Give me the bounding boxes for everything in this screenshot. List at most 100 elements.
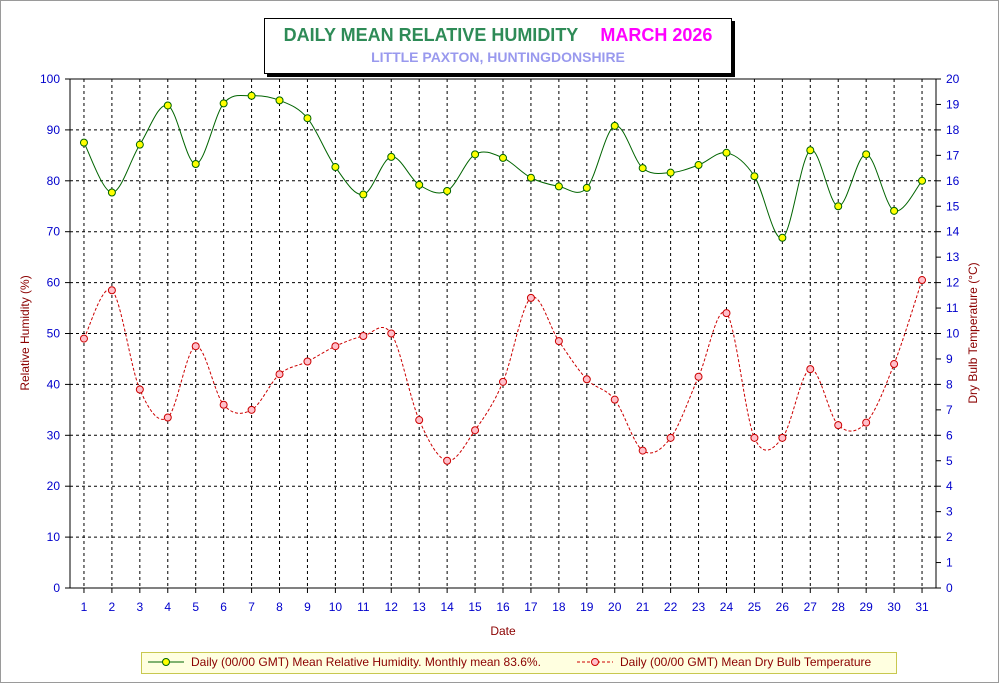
- humidity-point: [387, 152, 396, 161]
- x-tick-label: 1: [81, 600, 88, 614]
- y2-tick-label: 12: [946, 276, 960, 290]
- temperature-point: [275, 370, 284, 379]
- humidity-point: [443, 186, 452, 195]
- temperature-point: [778, 433, 787, 442]
- temperature-point: [415, 416, 424, 425]
- temperature-point: [331, 342, 340, 351]
- y2-tick-label: 7: [946, 403, 953, 417]
- temperature-point: [359, 332, 368, 341]
- temperature-point: [471, 426, 480, 435]
- y-tick-label: 80: [47, 174, 61, 188]
- y-tick-label: 50: [47, 327, 61, 341]
- y2-tick-label: 17: [946, 148, 960, 162]
- y2-tick-label: 0: [946, 581, 953, 595]
- x-tick-label: 4: [164, 600, 171, 614]
- y2-axis-label: Dry Bulb Temperature (°C): [966, 262, 980, 403]
- y-tick-label: 70: [47, 225, 61, 239]
- x-tick-label: 30: [887, 600, 901, 614]
- y2-tick-label: 18: [946, 123, 960, 137]
- legend-temperature-swatch: [577, 658, 613, 666]
- temperature-point: [163, 413, 172, 422]
- y-axis-label: Relative Humidity (%): [18, 275, 32, 390]
- y2-tick-label: 2: [946, 530, 953, 544]
- x-axis-ticks: 1 2 3 4 5 6 7 8 9 10 11 12 13 14 15 16 17 18 19 20 21 22 23 24 2…: [81, 588, 929, 614]
- temperature-point: [722, 309, 731, 318]
- temperature-point: [303, 357, 312, 366]
- humidity-point: [806, 146, 815, 155]
- temperature-point: [499, 377, 507, 386]
- x-tick-label: 21: [636, 600, 650, 614]
- temperature-point: [750, 433, 759, 442]
- temperature-point: [554, 337, 563, 346]
- temperature-point: [135, 385, 144, 394]
- x-tick-label: 31: [915, 600, 929, 614]
- y2-tick-label: 19: [946, 97, 960, 111]
- humidity-point: [415, 180, 424, 189]
- temperature-point: [107, 286, 116, 295]
- temperature-point: [806, 365, 815, 374]
- humidity-series: [79, 91, 927, 242]
- temperature-point: [526, 293, 535, 302]
- y-tick-label: 10: [47, 530, 61, 544]
- title-main: DAILY MEAN RELATIVE HUMIDITY: [283, 25, 579, 45]
- x-tick-label: 9: [304, 600, 311, 614]
- y-tick-label: 90: [47, 123, 61, 137]
- chart-title: DAILY MEAN RELATIVE HUMIDITY MARCH 2026: [265, 25, 731, 46]
- humidity-point: [750, 172, 759, 181]
- legend-humidity-label: Daily (00/00 GMT) Mean Relative Humidity…: [191, 655, 541, 669]
- x-tick-label: 13: [413, 600, 427, 614]
- y-tick-label: 60: [47, 276, 61, 290]
- temperature-point: [638, 446, 647, 455]
- x-tick-label: 5: [192, 600, 199, 614]
- chart-subtitle: LITTLE PAXTON, HUNTINGDONSHIRE: [371, 49, 625, 65]
- humidity-point: [135, 140, 144, 149]
- x-tick-label: 20: [608, 600, 622, 614]
- temperature-point: [862, 418, 871, 427]
- humidity-point: [694, 161, 703, 170]
- y-tick-label: 30: [47, 428, 61, 442]
- x-tick-label: 26: [776, 600, 790, 614]
- x-tick-label: 7: [248, 600, 255, 614]
- x-tick-label: 11: [357, 600, 370, 614]
- temperature-point: [918, 276, 927, 285]
- y2-tick-label: 6: [946, 428, 953, 442]
- x-tick-label: 10: [329, 600, 343, 614]
- x-tick-label: 16: [496, 600, 510, 614]
- x-tick-label: 18: [552, 600, 566, 614]
- x-tick-label: 6: [220, 600, 227, 614]
- humidity-point: [275, 96, 284, 105]
- humidity-point: [582, 183, 591, 192]
- y2-tick-label: 13: [946, 250, 960, 264]
- temperature-point: [834, 421, 843, 430]
- y2-tick-label: 14: [946, 225, 960, 239]
- y2-tick-label: 11: [946, 301, 959, 315]
- title-month: MARCH 2026: [600, 25, 713, 45]
- humidity-point: [554, 182, 563, 191]
- y2-tick-label: 5: [946, 454, 953, 468]
- humidity-point: [219, 99, 228, 108]
- humidity-point: [331, 163, 340, 172]
- y2-tick-label: 1: [946, 556, 953, 570]
- x-tick-label: 3: [136, 600, 143, 614]
- humidity-point: [918, 176, 927, 185]
- temperature-point: [79, 334, 88, 343]
- humidity-point: [610, 121, 619, 130]
- x-tick-label: 28: [832, 600, 846, 614]
- x-tick-label: 22: [664, 600, 678, 614]
- humidity-point: [862, 150, 871, 159]
- x-tick-label: 19: [580, 600, 594, 614]
- x-tick-label: 25: [748, 600, 762, 614]
- y2-tick-label: 8: [946, 377, 953, 391]
- temperature-point: [247, 405, 256, 414]
- title-box: DAILY MEAN RELATIVE HUMIDITY MARCH 2026 L…: [264, 18, 732, 74]
- humidity-point: [471, 150, 480, 159]
- x-tick-label: 24: [720, 600, 734, 614]
- x-tick-label: 17: [524, 600, 538, 614]
- x-tick-label: 14: [440, 600, 454, 614]
- y2-tick-label: 15: [946, 199, 960, 213]
- x-tick-label: 23: [692, 600, 706, 614]
- x-tick-label: 12: [385, 600, 399, 614]
- temperature-point: [890, 360, 899, 369]
